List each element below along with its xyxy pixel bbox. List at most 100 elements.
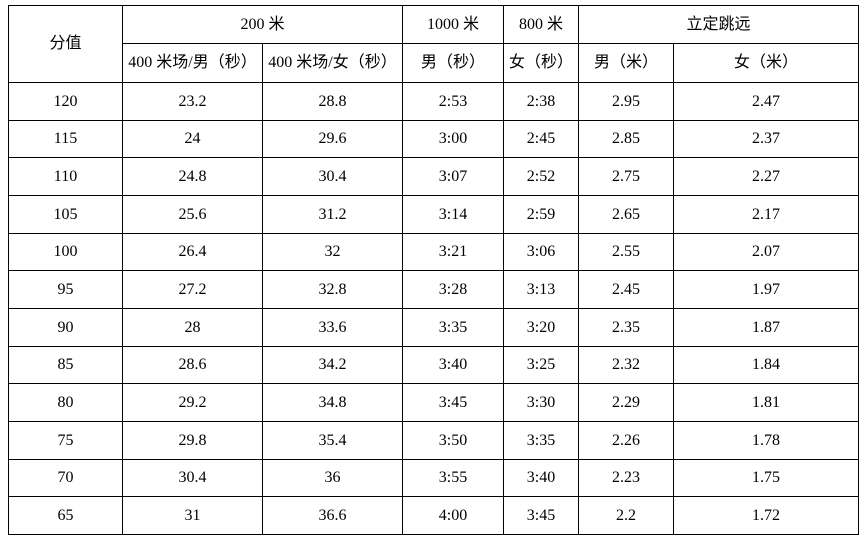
header-long-jump-group: 立定跳远 — [578, 5, 860, 44]
cell-1000m-male: 3:55 — [402, 458, 505, 498]
header-800m-group: 800 米 — [503, 5, 580, 44]
cell-200m-female: 36.6 — [261, 496, 404, 535]
cell-200m-male: 29.8 — [122, 420, 263, 460]
header-sub-row: 400 米场/男（秒） 400 米场/女（秒） 男（秒） 女（秒） 男（米） 女… — [9, 43, 860, 83]
header-1000m-group: 1000 米 — [402, 5, 505, 44]
cell-1000m-male: 4:00 — [402, 496, 505, 535]
cell-800m-female: 2:38 — [503, 82, 580, 121]
cell-jump-female: 1.97 — [673, 270, 860, 309]
table-row: 75 29.8 35.4 3:50 3:35 2.26 1.78 — [8, 420, 860, 460]
cell-200m-male: 28 — [122, 307, 263, 347]
cell-score: 110 — [8, 157, 123, 196]
cell-200m-male: 24 — [122, 119, 263, 159]
cell-jump-female: 1.72 — [673, 496, 860, 535]
cell-1000m-male: 3:40 — [402, 345, 505, 385]
cell-jump-female: 1.87 — [673, 307, 860, 347]
cell-jump-male: 2.55 — [578, 232, 675, 272]
score-table-header: 分值 200 米 1000 米 800 米 立定跳远 400 米场/男（秒） 4… — [8, 5, 860, 83]
cell-800m-female: 3:13 — [503, 270, 580, 309]
cell-jump-male: 2.75 — [578, 157, 675, 196]
cell-jump-male: 2.23 — [578, 458, 675, 498]
cell-200m-female: 34.8 — [261, 383, 404, 422]
cell-200m-male: 25.6 — [122, 194, 263, 234]
cell-jump-female: 1.81 — [673, 383, 860, 422]
cell-jump-female: 2.27 — [673, 157, 860, 196]
cell-1000m-male: 3:35 — [402, 307, 505, 347]
cell-jump-male: 2.29 — [578, 383, 675, 422]
cell-200m-male: 26.4 — [122, 232, 263, 272]
cell-200m-female: 33.6 — [261, 307, 404, 347]
cell-1000m-male: 3:21 — [402, 232, 505, 272]
cell-score: 120 — [8, 82, 123, 121]
cell-score: 115 — [8, 119, 123, 159]
cell-score: 75 — [8, 420, 123, 460]
cell-200m-male: 30.4 — [122, 458, 263, 498]
cell-score: 95 — [8, 270, 123, 309]
cell-1000m-male: 2:53 — [402, 82, 505, 121]
cell-800m-female: 3:35 — [503, 420, 580, 460]
table-row: 70 30.4 36 3:55 3:40 2.23 1.75 — [8, 458, 860, 498]
cell-800m-female: 3:25 — [503, 345, 580, 385]
table-row: 115 24 29.6 3:00 2:45 2.85 2.37 — [8, 119, 860, 159]
cell-jump-male: 2.45 — [578, 270, 675, 309]
cell-score: 90 — [8, 307, 123, 347]
cell-200m-male: 28.6 — [122, 345, 263, 385]
cell-200m-female: 29.6 — [261, 119, 404, 159]
cell-jump-female: 2.47 — [673, 82, 860, 121]
cell-jump-male: 2.95 — [578, 82, 675, 121]
cell-jump-female: 2.37 — [673, 119, 860, 159]
table-row: 100 26.4 32 3:21 3:06 2.55 2.07 — [8, 232, 860, 272]
cell-200m-male: 29.2 — [122, 383, 263, 422]
header-200m-male: 400 米场/男（秒） — [122, 43, 263, 83]
cell-jump-female: 1.84 — [673, 345, 860, 385]
table-row: 95 27.2 32.8 3:28 3:13 2.45 1.97 — [8, 270, 860, 309]
cell-jump-male: 2.65 — [578, 194, 675, 234]
cell-800m-female: 2:59 — [503, 194, 580, 234]
cell-score: 105 — [8, 194, 123, 234]
header-1000m-male: 男（秒） — [402, 43, 505, 83]
cell-jump-male: 2.26 — [578, 420, 675, 460]
cell-jump-female: 2.17 — [673, 194, 860, 234]
cell-jump-male: 2.35 — [578, 307, 675, 347]
cell-1000m-male: 3:45 — [402, 383, 505, 422]
cell-jump-male: 2.32 — [578, 345, 675, 385]
cell-score: 80 — [8, 383, 123, 422]
header-800m-female: 女（秒） — [503, 43, 580, 83]
table-row: 85 28.6 34.2 3:40 3:25 2.32 1.84 — [8, 345, 860, 385]
cell-1000m-male: 3:50 — [402, 420, 505, 460]
cell-jump-male: 2.85 — [578, 119, 675, 159]
cell-800m-female: 2:52 — [503, 157, 580, 196]
table-row: 65 31 36.6 4:00 3:45 2.2 1.72 — [8, 496, 860, 535]
cell-1000m-male: 3:28 — [402, 270, 505, 309]
cell-800m-female: 2:45 — [503, 119, 580, 159]
cell-200m-female: 32 — [261, 232, 404, 272]
header-group-row: 分值 200 米 1000 米 800 米 立定跳远 — [8, 5, 860, 83]
cell-score: 70 — [8, 458, 123, 498]
cell-1000m-male: 3:14 — [402, 194, 505, 234]
cell-800m-female: 3:20 — [503, 307, 580, 347]
cell-800m-female: 3:30 — [503, 383, 580, 422]
cell-score: 65 — [8, 496, 123, 535]
cell-jump-female: 1.75 — [673, 458, 860, 498]
cell-200m-male: 31 — [122, 496, 263, 535]
table-row: 110 24.8 30.4 3:07 2:52 2.75 2.27 — [8, 157, 860, 196]
score-table: 分值 200 米 1000 米 800 米 立定跳远 400 米场/男（秒） 4… — [8, 5, 860, 535]
cell-800m-female: 3:45 — [503, 496, 580, 535]
header-jump-male: 男（米） — [578, 43, 675, 83]
header-score: 分值 — [8, 5, 123, 83]
cell-200m-female: 30.4 — [261, 157, 404, 196]
cell-jump-female: 2.07 — [673, 232, 860, 272]
table-row: 90 28 33.6 3:35 3:20 2.35 1.87 — [8, 307, 860, 347]
header-200m-female: 400 米场/女（秒） — [261, 43, 404, 83]
table-row: 105 25.6 31.2 3:14 2:59 2.65 2.17 — [8, 194, 860, 234]
table-row: 80 29.2 34.8 3:45 3:30 2.29 1.81 — [8, 383, 860, 422]
cell-score: 85 — [8, 345, 123, 385]
cell-200m-female: 28.8 — [261, 82, 404, 121]
cell-score: 100 — [8, 232, 123, 272]
cell-200m-female: 31.2 — [261, 194, 404, 234]
cell-jump-male: 2.2 — [578, 496, 675, 535]
cell-1000m-male: 3:00 — [402, 119, 505, 159]
cell-jump-female: 1.78 — [673, 420, 860, 460]
header-jump-female: 女（米） — [673, 43, 860, 83]
table-row: 120 23.2 28.8 2:53 2:38 2.95 2.47 — [8, 82, 860, 121]
